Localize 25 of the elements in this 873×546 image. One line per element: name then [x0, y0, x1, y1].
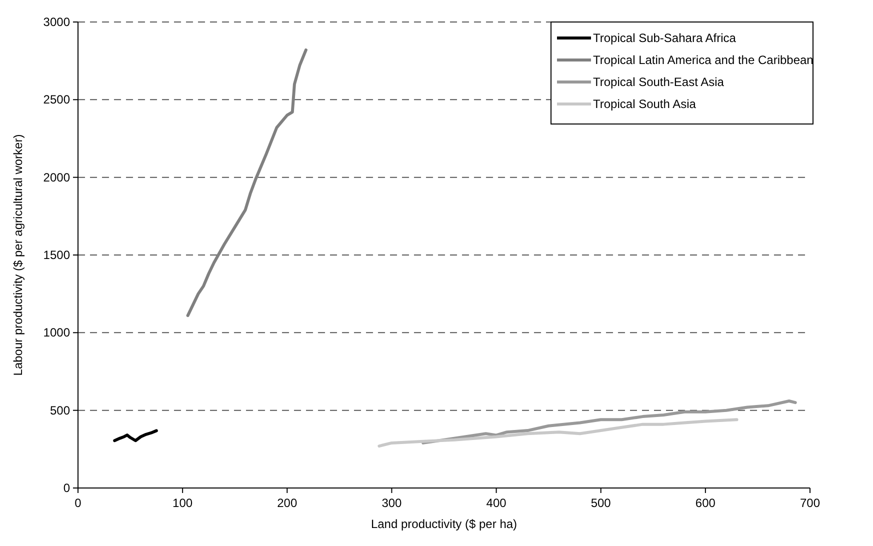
x-tick-label: 0 — [74, 496, 82, 510]
x-tick-label: 700 — [800, 496, 820, 510]
y-tick-label: 500 — [50, 403, 70, 418]
y-tick-label: 1500 — [43, 248, 70, 262]
legend-label: Tropical South-East Asia — [593, 75, 724, 89]
x-tick-label: 600 — [695, 496, 716, 510]
line-series — [113, 429, 158, 442]
x-tick-label: 100 — [172, 496, 193, 510]
y-axis-title: Labour productivity ($ per agricultural worker) — [11, 134, 25, 376]
y-tick-label: 3000 — [43, 15, 70, 29]
line-series — [422, 400, 797, 444]
legend-label: Tropical Latin America and the Caribbean — [593, 53, 814, 67]
y-tick-label: 2500 — [43, 92, 70, 107]
line-series — [186, 48, 308, 318]
legend-label: Tropical South Asia — [593, 97, 696, 111]
x-tick-label: 200 — [277, 496, 298, 510]
y-tick-label: 2000 — [43, 170, 70, 184]
line-series — [378, 418, 738, 448]
x-tick-label: 400 — [486, 496, 507, 510]
x-tick-label: 300 — [382, 496, 402, 510]
y-tick-label: 0 — [63, 481, 70, 495]
x-axis-title: Land productivity ($ per ha) — [370, 517, 518, 531]
x-tick-label: 500 — [590, 496, 612, 510]
legend-label: Tropical Sub-Sahara Africa — [593, 31, 736, 45]
y-tick-label: 1000 — [43, 326, 70, 340]
